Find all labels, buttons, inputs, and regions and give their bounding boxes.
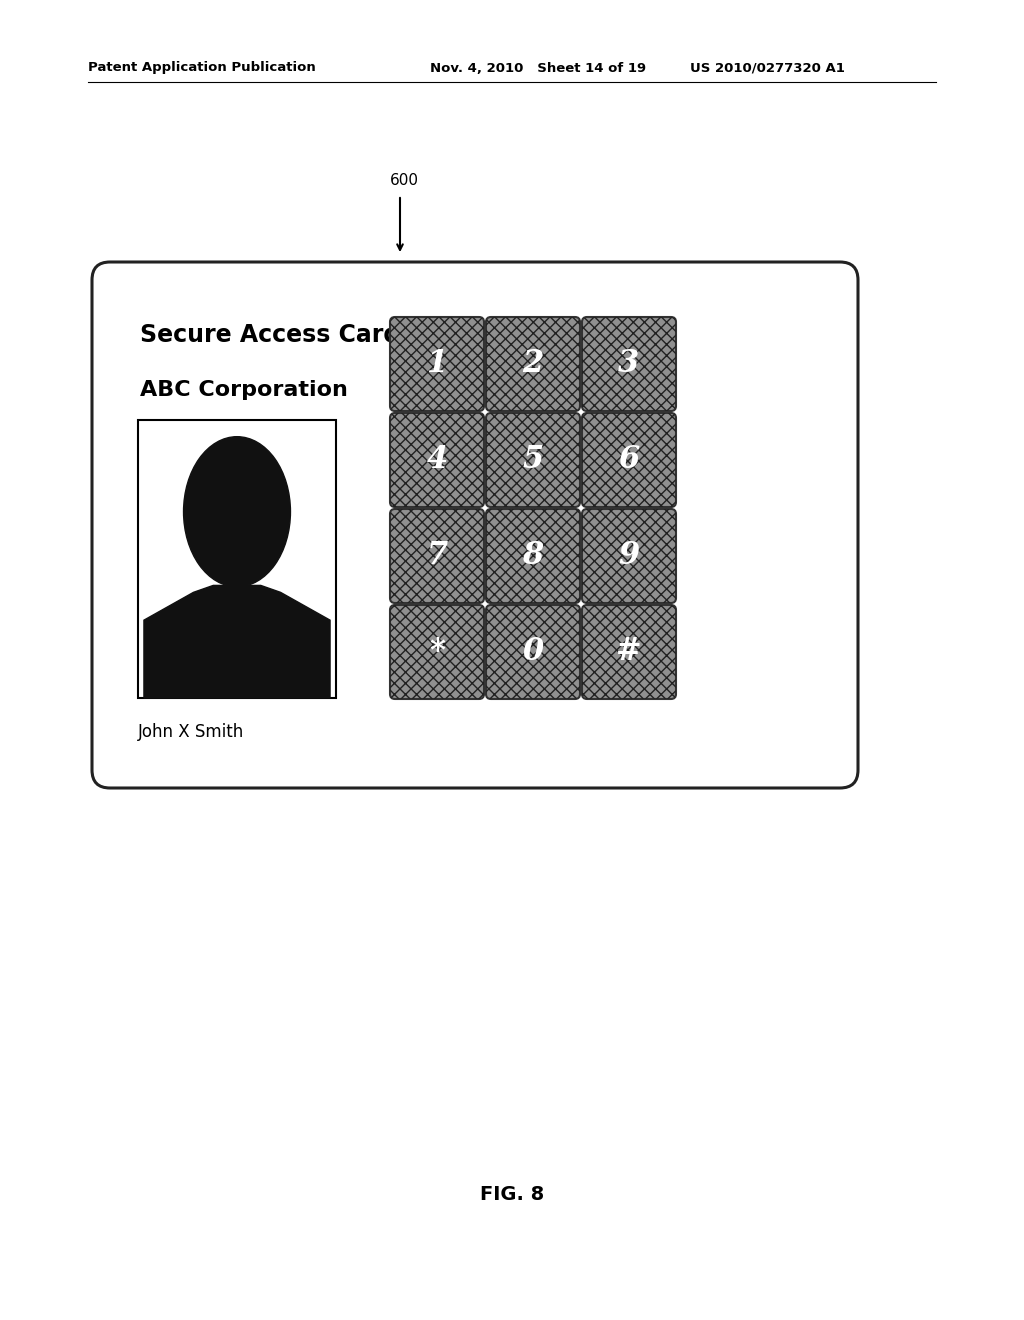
FancyBboxPatch shape xyxy=(582,317,676,411)
FancyBboxPatch shape xyxy=(486,605,580,700)
Text: *: * xyxy=(429,636,445,668)
FancyBboxPatch shape xyxy=(390,413,484,507)
Text: Secure Access Card: Secure Access Card xyxy=(140,323,400,347)
Text: John X Smith: John X Smith xyxy=(138,723,245,741)
FancyBboxPatch shape xyxy=(486,317,580,411)
FancyBboxPatch shape xyxy=(582,605,676,700)
Text: FIG. 8: FIG. 8 xyxy=(480,1185,544,1204)
Text: #: # xyxy=(616,636,642,668)
FancyBboxPatch shape xyxy=(582,413,676,507)
FancyBboxPatch shape xyxy=(390,317,484,411)
Text: 9: 9 xyxy=(618,540,640,572)
Text: 600: 600 xyxy=(390,173,419,187)
Ellipse shape xyxy=(183,437,291,587)
Text: 8: 8 xyxy=(522,540,544,572)
Text: 2: 2 xyxy=(522,348,544,380)
Text: 0: 0 xyxy=(522,636,544,668)
FancyBboxPatch shape xyxy=(486,413,580,507)
Text: 5: 5 xyxy=(522,445,544,475)
FancyBboxPatch shape xyxy=(390,510,484,603)
Bar xyxy=(138,420,336,698)
Text: ABC Corporation: ABC Corporation xyxy=(140,380,348,400)
Text: 1: 1 xyxy=(426,348,447,380)
FancyBboxPatch shape xyxy=(582,510,676,603)
FancyBboxPatch shape xyxy=(390,605,484,700)
Polygon shape xyxy=(144,585,330,698)
Text: 4: 4 xyxy=(426,445,447,475)
Text: 3: 3 xyxy=(618,348,640,380)
Text: Nov. 4, 2010   Sheet 14 of 19: Nov. 4, 2010 Sheet 14 of 19 xyxy=(430,62,646,74)
Text: 7: 7 xyxy=(426,540,447,572)
Text: US 2010/0277320 A1: US 2010/0277320 A1 xyxy=(690,62,845,74)
Text: 6: 6 xyxy=(618,445,640,475)
FancyBboxPatch shape xyxy=(92,261,858,788)
FancyBboxPatch shape xyxy=(486,510,580,603)
Text: Patent Application Publication: Patent Application Publication xyxy=(88,62,315,74)
